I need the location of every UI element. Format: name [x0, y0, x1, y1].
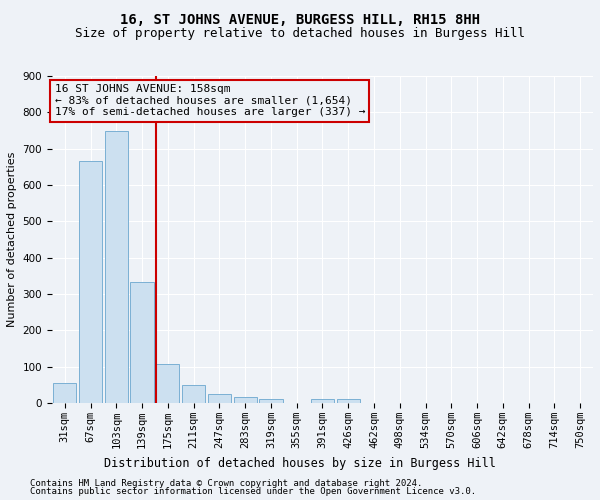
Bar — [208, 394, 231, 403]
Bar — [182, 385, 205, 403]
Bar — [79, 162, 102, 403]
Text: 16, ST JOHNS AVENUE, BURGESS HILL, RH15 8HH: 16, ST JOHNS AVENUE, BURGESS HILL, RH15 … — [120, 12, 480, 26]
Y-axis label: Number of detached properties: Number of detached properties — [7, 152, 17, 327]
Text: Distribution of detached houses by size in Burgess Hill: Distribution of detached houses by size … — [104, 458, 496, 470]
Bar — [130, 282, 154, 403]
Bar — [104, 131, 128, 403]
Text: Contains HM Land Registry data © Crown copyright and database right 2024.: Contains HM Land Registry data © Crown c… — [30, 478, 422, 488]
Text: Contains public sector information licensed under the Open Government Licence v3: Contains public sector information licen… — [30, 487, 476, 496]
Bar — [311, 400, 334, 403]
Bar — [233, 398, 257, 403]
Bar — [259, 400, 283, 403]
Text: 16 ST JOHNS AVENUE: 158sqm
← 83% of detached houses are smaller (1,654)
17% of s: 16 ST JOHNS AVENUE: 158sqm ← 83% of deta… — [55, 84, 365, 117]
Bar — [156, 364, 179, 403]
Bar — [337, 400, 360, 403]
Bar — [53, 383, 76, 403]
Text: Size of property relative to detached houses in Burgess Hill: Size of property relative to detached ho… — [75, 28, 525, 40]
